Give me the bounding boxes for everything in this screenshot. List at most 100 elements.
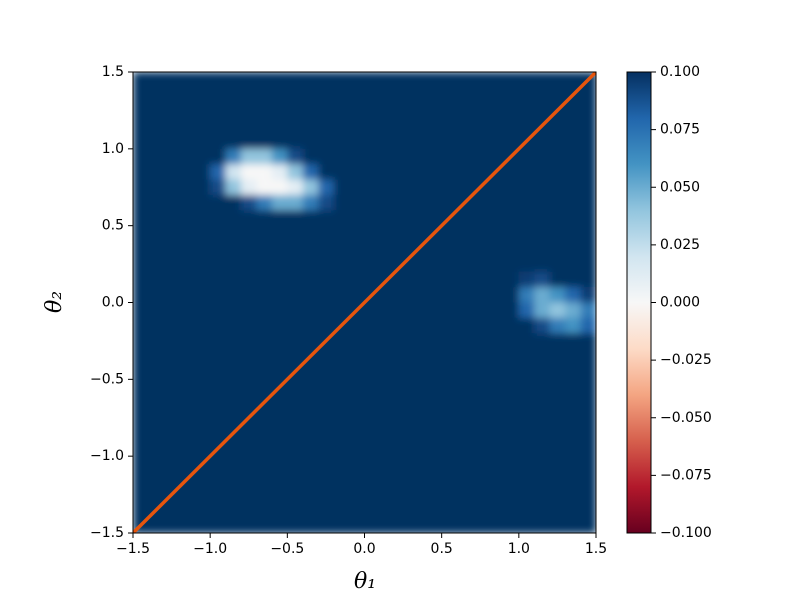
heat-cell [133,456,150,473]
heat-cell [503,394,520,411]
heat-cell [518,517,535,533]
heat-cell [518,87,535,104]
heat-cell [349,363,366,380]
heat-cell [457,133,474,150]
heat-cell [225,517,242,533]
heat-cell [333,302,350,319]
heat-cell [318,225,335,242]
heat-cell [241,72,258,88]
heat-cell [349,502,366,519]
heat-cell [302,394,319,411]
heat-cell [256,102,273,119]
heat-cell [302,287,319,304]
heat-cell [518,164,535,181]
heat-cell [163,317,180,334]
heat-cell [457,410,474,427]
heat-cell [133,410,150,427]
heat-cell [287,210,304,227]
heat-cell [410,72,427,88]
heat-cell [225,72,242,88]
heat-cell [580,379,596,396]
heat-cell [287,410,304,427]
heat-cell [518,287,535,304]
heat-cell [503,517,520,533]
heat-cell [333,271,350,288]
heat-cell [349,348,366,365]
heat-cell [256,118,273,135]
heat-cell [487,102,504,119]
heat-cell [518,241,535,257]
heat-cell [225,194,242,211]
heat-cell [503,210,520,227]
heat-cell [549,302,566,319]
heat-cell [472,87,489,104]
x-axis-label: θ₁ [354,569,376,594]
heat-cell [395,440,412,457]
heat-cell [395,164,412,181]
heat-cell [271,133,288,150]
heat-cell [426,379,443,396]
heat-cell [256,517,273,533]
heat-cell [241,471,258,488]
heat-cell [441,179,458,196]
heat-cell [487,394,504,411]
heat-cell [287,287,304,304]
heat-cell [318,394,335,411]
heat-cell [318,194,335,211]
heat-cell [133,87,150,104]
heat-cell [318,348,335,365]
heat-cell [410,194,427,211]
heat-cell [534,379,551,396]
heat-cell [580,271,596,288]
heat-cell [580,302,596,319]
heat-cell [487,72,504,88]
heat-cell [472,456,489,473]
heat-cell [534,502,551,519]
overlay [133,72,596,533]
heat-cell [580,179,596,196]
heat-cell [565,241,582,257]
heat-cell [241,148,258,165]
heat-cell [318,317,335,334]
heat-cell [457,394,474,411]
heat-cell [271,333,288,350]
heat-cell [395,87,412,104]
heat-cell [241,241,258,257]
heat-cell [256,72,273,88]
heat-cell [395,486,412,503]
heat-cell [472,302,489,319]
heat-cell [256,440,273,457]
heat-cell [580,394,596,411]
heat-cell [133,363,150,380]
heat-cell [549,379,566,396]
heat-cell [534,133,551,150]
heat-cell [472,194,489,211]
heat-cell [210,471,227,488]
heat-cell [534,225,551,242]
heat-cell [194,179,211,196]
heat-cell [379,317,396,334]
heat-cell [534,271,551,288]
heat-cell [210,87,227,104]
heat-cell [364,440,381,457]
heat-cell [349,179,366,196]
heat-cell [457,148,474,165]
heat-cell [441,348,458,365]
heat-cell [580,256,596,273]
heat-cell [194,317,211,334]
heat-cell [395,425,412,442]
heat-cell [580,440,596,457]
heat-cell [379,118,396,135]
heat-cell [287,317,304,334]
x-tick-label: −1.5 [116,541,150,557]
heat-cell [565,118,582,135]
heat-cell [364,486,381,503]
heat-cell [457,302,474,319]
heat-cell [565,225,582,242]
heat-cell [194,410,211,427]
heat-cell [287,225,304,242]
heat-cell [534,210,551,227]
heat-cell [426,271,443,288]
heat-cell [472,517,489,533]
heat-cell [410,225,427,242]
